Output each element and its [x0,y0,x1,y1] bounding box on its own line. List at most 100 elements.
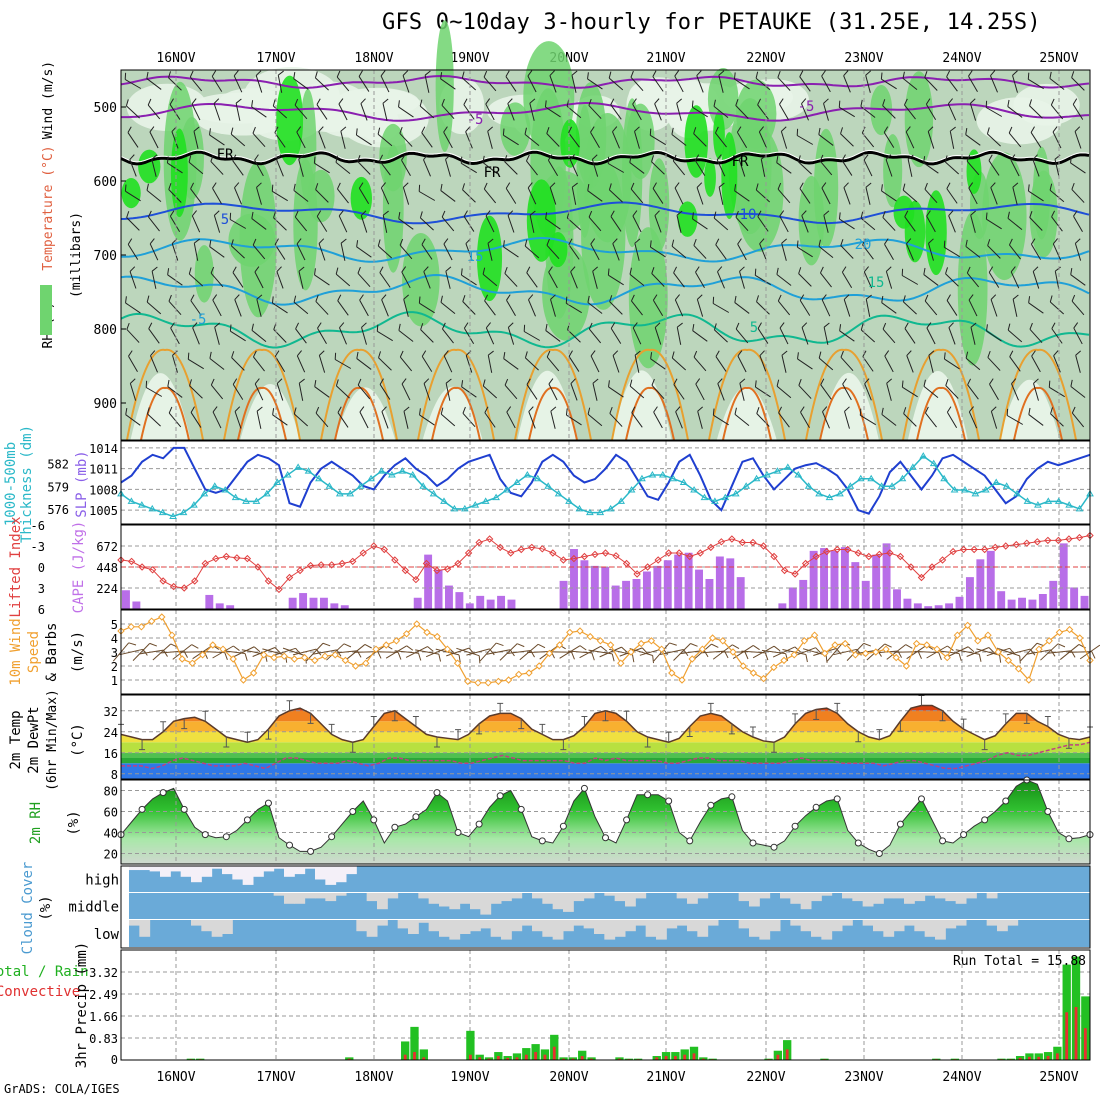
wind-barb [881,296,897,314]
wind-speed-marker [617,659,625,667]
wind-barb [527,70,537,93]
wind-barb [1008,126,1022,148]
wind-barb [1071,71,1085,91]
wind-barb [314,268,330,286]
wind-barb [445,154,451,177]
wind-barb [129,154,137,177]
cape-bar [205,594,214,609]
wind-barb [923,267,939,286]
wind-barb [839,324,855,342]
wind-barb [901,380,918,398]
thickness-marker [304,467,313,474]
cloud-cell [645,920,657,937]
wind-barb [360,98,368,121]
wind-barb [733,72,750,90]
freezing-level-highlight [120,149,1090,163]
cloud-cell [273,893,285,896]
thickness-marker [617,497,626,504]
cloud-cell [955,920,967,926]
cloud-cell [924,893,936,896]
wind-barb [676,322,683,345]
wind-speed-marker [637,639,645,648]
thickness-line [120,455,1091,518]
wind-barb [550,406,557,429]
rh2m-marker [1065,835,1073,843]
rh2m-marker [770,843,778,851]
cloud-cell [769,920,781,932]
date-label-bottom: 17NOV [256,1070,295,1085]
wind-barb [885,154,893,177]
wind-barb [712,408,729,426]
wind-barb [823,322,830,345]
wind-barb [821,182,831,205]
wind-barb-10m [456,647,481,664]
precip-convective-bar [618,1058,621,1060]
cloud-cell [573,920,585,926]
wind-barb [612,238,620,261]
wind-speed-marker [708,634,717,642]
wind-speed-marker [790,651,798,659]
wind-barb [1070,268,1086,286]
wind-speed-marker [1025,676,1033,684]
wind-speed-marker [494,677,503,686]
wind-axis-label: Wind (m/s) [41,61,56,139]
wind-barb [424,70,431,93]
wind-barb [675,406,683,429]
rh2m-marker [201,831,209,839]
wind-barb [651,155,665,175]
wind-barb [315,406,329,428]
thickness-marker [825,493,834,501]
wind-barb [860,211,876,231]
cape-bar [122,590,130,609]
wind-barb [212,406,222,429]
precip-convective-bar [1037,1056,1041,1060]
temp-contour-25 [805,348,883,441]
wind-barb [336,70,350,92]
cloud-cell [377,893,388,910]
cloud-cell [687,920,698,932]
cape-bar [674,554,683,609]
wind-barb [190,294,202,316]
temperature-axis-label: Temperature (°C) [41,145,56,270]
wind-barb [590,238,600,261]
wind-barb [377,127,393,147]
wind-barb [925,406,937,428]
wind-barb [990,182,998,205]
wind-barb [314,380,330,398]
cloud-cell [532,893,543,899]
wind-axis-label-1: 10m Wind [8,618,24,685]
precip-convective-bar [655,1057,659,1060]
lifted-index-marker [917,573,926,582]
wind-barb [906,350,914,373]
cape-bar [851,562,860,609]
wind-barb [902,71,918,91]
temp-band [121,752,1090,758]
thickness-marker [429,489,438,497]
lifted-index-marker [907,563,915,571]
wind-barb [211,70,223,92]
wind-barb [844,406,850,429]
wind-barb [337,182,349,204]
wind-barb [125,296,141,314]
wind-barb [986,127,1001,147]
cloud-cell [914,920,926,932]
thickness-tick-label: 579 [47,480,69,494]
cape-bar [570,549,578,609]
lifted-index-marker [854,549,862,557]
rh2m-marker [728,793,736,801]
wind-barb [545,212,561,230]
wind-speed-marker [953,631,962,639]
lifted-index-marker [370,542,378,550]
lifted-cape-panel: 224 448 672 -6 -3 0 3 6 [31,519,1094,617]
cape-bar [934,605,943,609]
wind-barb [461,71,477,91]
wind-barb [482,379,498,399]
wind-barb [796,128,814,145]
wind-barb [255,70,263,93]
wind-barb [756,295,770,315]
wind-barb-10m [741,650,769,661]
wind-barb [528,406,536,429]
wind-barb [924,294,938,316]
lifted-index-marker [770,552,778,561]
